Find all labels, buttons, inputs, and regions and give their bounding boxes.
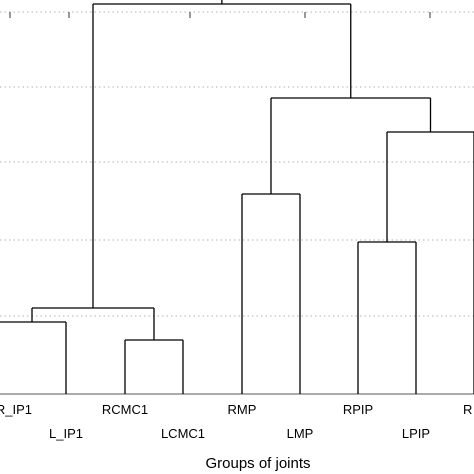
x-axis-title: Groups of joints [205,455,310,472]
leaf-labels: R_IP1 L_IP1 RCMC1 LCMC1 RMP LMP RPIP LPIP R [0,402,472,441]
dendrogram-branches [0,0,474,394]
leaf-label-lip1: L_IP1 [49,426,83,441]
grid-lines [0,11,474,395]
leaf-label-rip1: R_IP1 [0,402,32,417]
leaf-label-lmp: LMP [287,426,314,441]
leaf-label-lcmc1: LCMC1 [161,426,205,441]
leaf-label-lpip: LPIP [402,426,430,441]
leaf-label-rpip: RPIP [343,402,373,417]
leaf-label-r-cut: R [463,402,472,417]
leaf-label-rcmc1: RCMC1 [102,402,148,417]
leaf-label-rmp: RMP [228,402,257,417]
